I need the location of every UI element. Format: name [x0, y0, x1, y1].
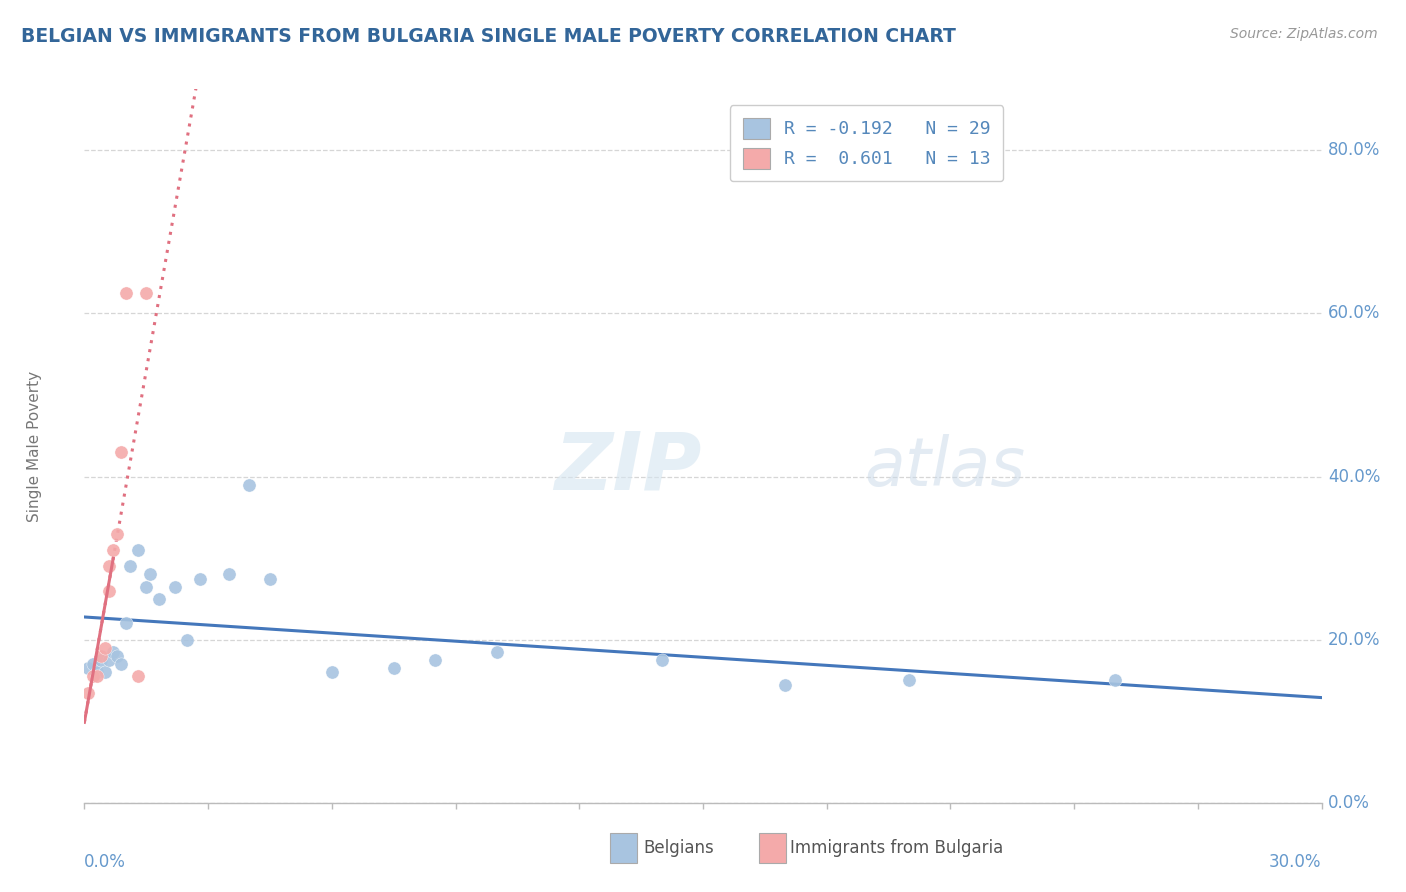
- Text: ZIP: ZIP: [554, 428, 702, 507]
- Point: [114, 286, 136, 301]
- Point: [259, 572, 281, 586]
- Point: [90, 653, 112, 667]
- Point: [103, 543, 125, 558]
- Point: [90, 648, 112, 663]
- Legend: R = -0.192   N = 29, R =  0.601   N = 13: R = -0.192 N = 29, R = 0.601 N = 13: [730, 105, 1004, 181]
- Point: [86, 669, 108, 683]
- Text: 60.0%: 60.0%: [1327, 304, 1381, 323]
- Point: [218, 567, 240, 582]
- Point: [105, 526, 128, 541]
- Point: [651, 653, 673, 667]
- Point: [127, 669, 149, 683]
- Point: [423, 653, 446, 667]
- FancyBboxPatch shape: [759, 833, 786, 863]
- Text: Single Male Poverty: Single Male Poverty: [27, 370, 42, 522]
- Point: [238, 477, 260, 491]
- Point: [775, 677, 797, 691]
- Point: [77, 686, 100, 700]
- Point: [139, 567, 162, 582]
- Point: [1104, 673, 1126, 688]
- Point: [898, 673, 921, 688]
- Point: [82, 669, 104, 683]
- Point: [188, 572, 211, 586]
- Point: [485, 645, 508, 659]
- Text: 80.0%: 80.0%: [1327, 141, 1381, 160]
- Point: [114, 616, 136, 631]
- Point: [110, 445, 132, 459]
- Point: [86, 665, 108, 680]
- Point: [94, 665, 117, 680]
- Point: [98, 583, 121, 598]
- Point: [165, 580, 187, 594]
- Text: atlas: atlas: [863, 434, 1025, 500]
- Point: [82, 657, 104, 672]
- Text: 20.0%: 20.0%: [1327, 631, 1381, 648]
- Point: [77, 661, 100, 675]
- Text: Source: ZipAtlas.com: Source: ZipAtlas.com: [1230, 27, 1378, 41]
- Text: Belgians: Belgians: [644, 839, 714, 857]
- Text: 0.0%: 0.0%: [1327, 794, 1369, 812]
- Text: 40.0%: 40.0%: [1327, 467, 1381, 485]
- Point: [135, 580, 157, 594]
- Point: [118, 559, 141, 574]
- Point: [105, 648, 128, 663]
- Point: [94, 640, 117, 655]
- Text: 30.0%: 30.0%: [1270, 853, 1322, 871]
- Point: [98, 653, 121, 667]
- FancyBboxPatch shape: [610, 833, 637, 863]
- Point: [135, 286, 157, 301]
- Text: 0.0%: 0.0%: [84, 853, 127, 871]
- Point: [148, 591, 170, 606]
- Point: [103, 645, 125, 659]
- Point: [382, 661, 405, 675]
- Text: Immigrants from Bulgaria: Immigrants from Bulgaria: [790, 839, 1002, 857]
- Point: [110, 657, 132, 672]
- Point: [321, 665, 343, 680]
- Text: BELGIAN VS IMMIGRANTS FROM BULGARIA SINGLE MALE POVERTY CORRELATION CHART: BELGIAN VS IMMIGRANTS FROM BULGARIA SING…: [21, 27, 956, 45]
- Point: [176, 632, 198, 647]
- Point: [98, 559, 121, 574]
- Point: [127, 543, 149, 558]
